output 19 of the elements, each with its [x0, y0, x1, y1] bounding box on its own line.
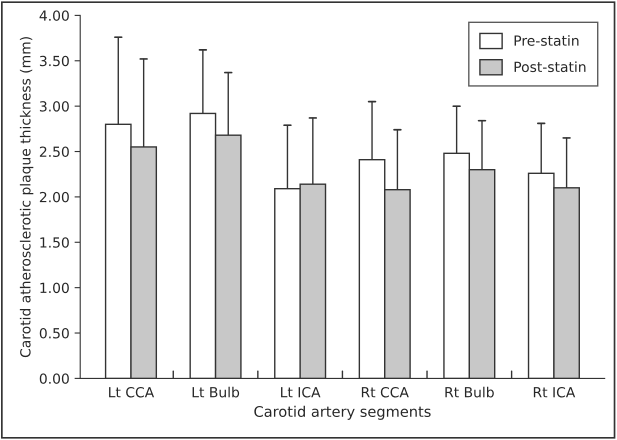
- y-tick-label: 2.50: [40, 146, 69, 157]
- x-axis-title: Carotid artery segments: [254, 406, 431, 420]
- y-tick-label: 3.00: [40, 101, 69, 112]
- legend-label: Pre-statin: [514, 35, 578, 46]
- x-tick-label: Rt ICA: [534, 386, 576, 398]
- y-axis-title: Carotid atherosclerotic plaque thickness (mm): [20, 37, 34, 358]
- y-tick-label: 1.00: [40, 282, 69, 294]
- y-tick-label: 4.00: [40, 10, 69, 21]
- legend-label: Post-statin: [514, 61, 586, 72]
- y-tick-label: 2.00: [40, 192, 69, 202]
- y-tick-label: 3.50: [40, 56, 69, 66]
- x-tick-label: Rt CCA: [362, 386, 409, 398]
- y-tick-label: 1.50: [40, 237, 69, 248]
- x-tick-label: Lt ICA: [281, 386, 320, 398]
- x-tick-label: Lt Bulb: [192, 386, 240, 398]
- x-tick-label: Rt Bulb: [445, 386, 494, 398]
- x-tick-label: Lt CCA: [109, 386, 154, 398]
- y-tick-label: 0.50: [40, 328, 69, 338]
- y-tick-label: 0.00: [40, 373, 69, 384]
